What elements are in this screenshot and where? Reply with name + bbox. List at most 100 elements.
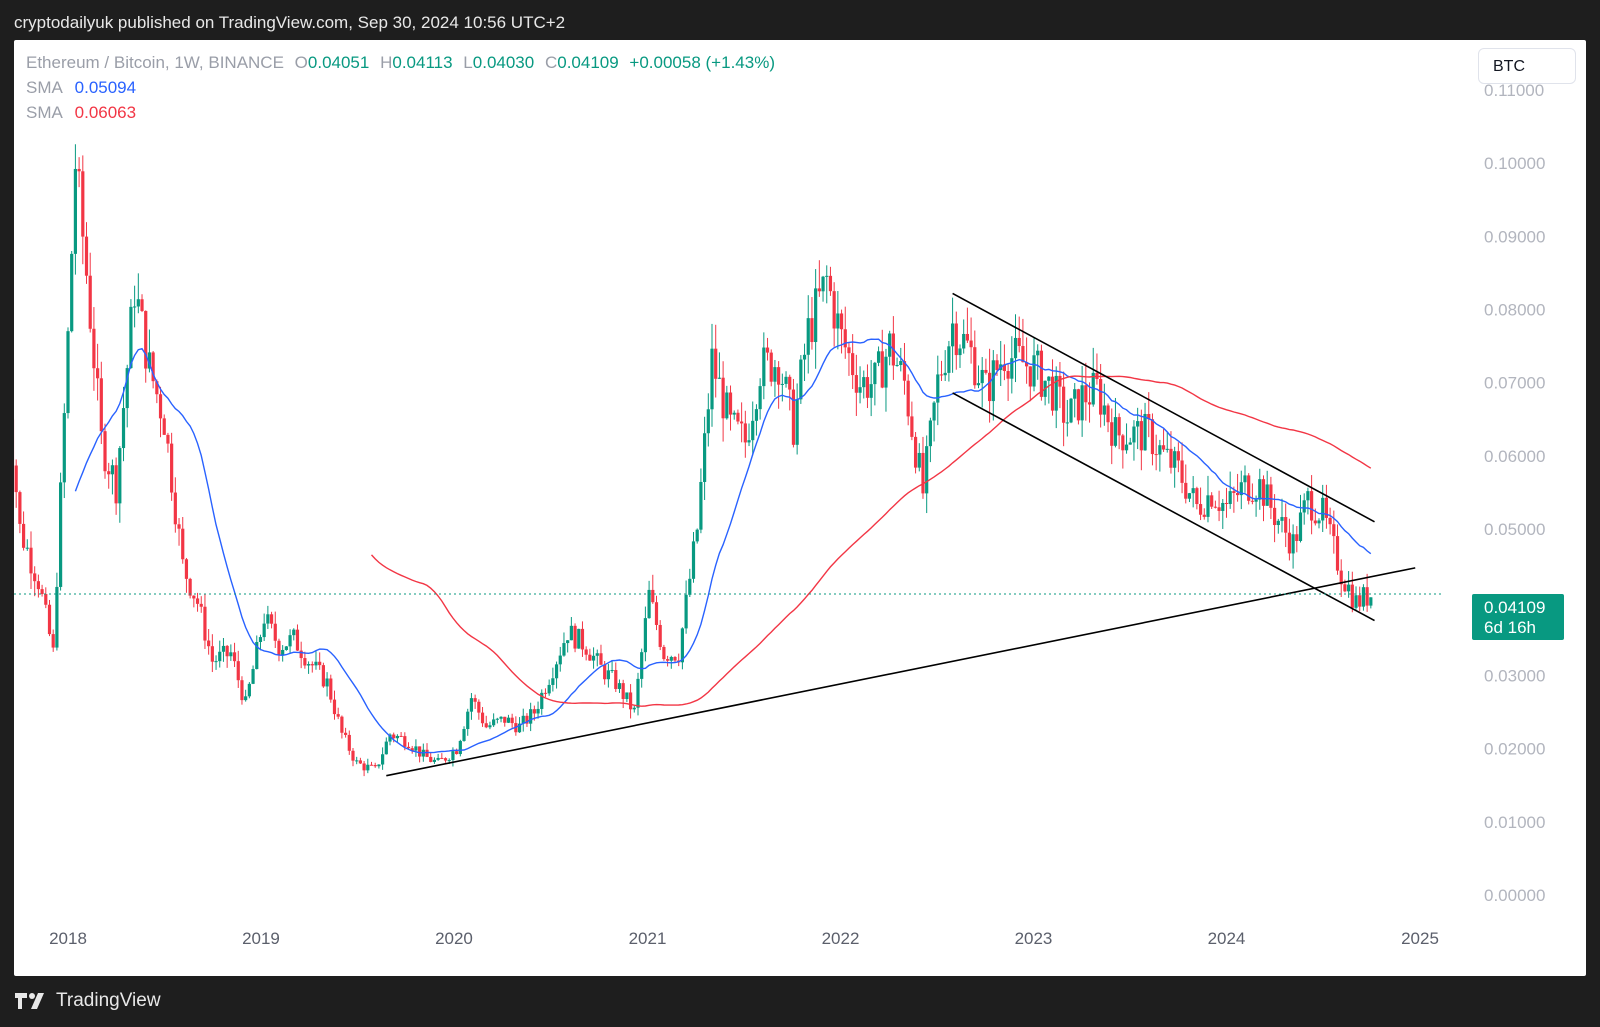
candle-body xyxy=(1169,448,1173,468)
candle-body xyxy=(580,628,585,650)
candle-body xyxy=(962,333,966,349)
candle-body xyxy=(1328,517,1332,525)
candle-body xyxy=(706,409,710,434)
candle-body xyxy=(355,760,359,762)
candle-body xyxy=(732,412,736,415)
candle-body xyxy=(499,716,503,719)
candle-body xyxy=(858,387,862,393)
candle-body xyxy=(554,664,559,679)
candle-body xyxy=(33,573,37,582)
candle-body xyxy=(1221,502,1225,511)
candle-body xyxy=(1006,371,1010,379)
candle-body xyxy=(1313,520,1317,524)
candle-body xyxy=(170,443,174,493)
footer-brand[interactable]: TradingView xyxy=(14,986,161,1016)
candle-body xyxy=(540,692,544,709)
candle-body xyxy=(188,578,192,596)
candle-body xyxy=(632,707,636,710)
candle-body xyxy=(1158,445,1162,455)
candle-body xyxy=(1102,405,1106,415)
candle-body xyxy=(1250,500,1254,502)
y-tick-label: 0.01000 xyxy=(1484,813,1545,832)
candle-body xyxy=(273,623,277,641)
channel-lower-line[interactable] xyxy=(952,392,1375,622)
y-tick-label: 0.05000 xyxy=(1484,520,1545,539)
candle-body xyxy=(84,236,89,276)
candle-body xyxy=(588,654,592,661)
candle-body xyxy=(751,420,755,441)
candle-body xyxy=(680,628,685,663)
candle-body xyxy=(1302,500,1306,513)
currency-button[interactable]: BTC xyxy=(1478,48,1576,84)
candle-body xyxy=(18,492,22,524)
candle-body xyxy=(1173,451,1177,468)
candle-body xyxy=(173,492,177,525)
candle-body xyxy=(651,589,655,603)
candle-body xyxy=(1206,495,1210,517)
publish-info: cryptodailyuk published on TradingView.c… xyxy=(14,13,566,32)
candle-body xyxy=(436,757,440,760)
candle-body xyxy=(484,723,488,728)
candle-body xyxy=(902,361,907,381)
candle-body xyxy=(1017,337,1021,347)
candle-body xyxy=(121,408,126,449)
candle-body xyxy=(306,664,311,666)
candle-body xyxy=(277,640,281,656)
x-tick-label: 2021 xyxy=(629,929,667,948)
sma-slow-line xyxy=(370,375,1372,707)
candle-body xyxy=(1073,389,1077,399)
candle-body xyxy=(995,360,999,371)
candle-body xyxy=(917,452,921,468)
candle-body xyxy=(410,748,414,751)
candle-body xyxy=(1347,584,1351,592)
candle-body xyxy=(939,374,944,376)
candle-body xyxy=(1161,445,1166,450)
candle-body xyxy=(351,750,355,761)
candle-body xyxy=(810,318,814,343)
candle-body xyxy=(717,377,722,379)
candle-body xyxy=(118,448,122,504)
candle-body xyxy=(1369,597,1373,606)
candle-body xyxy=(92,328,96,369)
candle-body xyxy=(236,661,240,681)
candle-body xyxy=(1228,491,1232,505)
candle-body xyxy=(780,383,784,385)
candle-body xyxy=(192,595,196,599)
candle-body xyxy=(1110,422,1114,446)
y-axis: 0.000000.010000.020000.030000.040000.050… xyxy=(1484,81,1545,905)
candle-body xyxy=(51,634,55,648)
candle-body xyxy=(688,578,692,595)
candle-body xyxy=(1184,482,1188,499)
y-tick-label: 0.02000 xyxy=(1484,740,1545,759)
candle-body xyxy=(899,361,903,366)
candle-body xyxy=(1365,587,1369,606)
candle-body xyxy=(795,399,799,445)
candle-body xyxy=(1276,520,1280,526)
candle-body xyxy=(921,452,925,494)
price-chart[interactable]: 0.000000.010000.020000.030000.040000.050… xyxy=(14,40,1586,976)
chart-panel[interactable]: 0.000000.010000.020000.030000.040000.050… xyxy=(14,40,1586,976)
support-trendline[interactable] xyxy=(386,567,1416,777)
candle-body xyxy=(673,656,677,661)
candle-body xyxy=(991,360,995,402)
candle-body xyxy=(617,683,622,689)
candle-body xyxy=(40,589,44,595)
candle-body xyxy=(369,764,374,766)
candle-body xyxy=(1310,491,1314,521)
candle-body xyxy=(362,763,366,771)
candle-body xyxy=(551,678,555,685)
candle-body xyxy=(1298,512,1303,541)
candle-body xyxy=(799,359,803,400)
candle-body xyxy=(769,352,773,382)
candle-body xyxy=(207,640,211,647)
candle-body xyxy=(591,655,596,661)
y-tick-label: 0.07000 xyxy=(1484,374,1545,393)
candle-body xyxy=(255,641,259,670)
candle-body xyxy=(954,323,958,356)
candle-body xyxy=(1058,375,1062,387)
candle-body xyxy=(62,413,66,483)
candle-body xyxy=(736,412,740,422)
candle-body xyxy=(155,381,159,395)
candle-body xyxy=(1150,419,1155,455)
channel-upper-line[interactable] xyxy=(952,292,1375,523)
